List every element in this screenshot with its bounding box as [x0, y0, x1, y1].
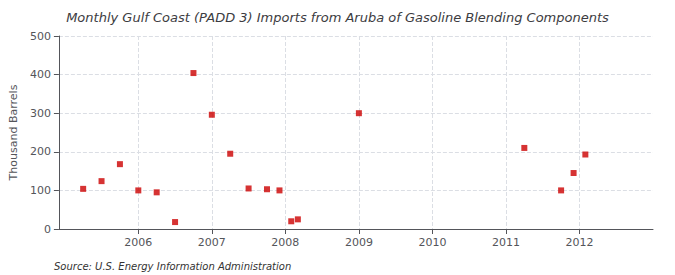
svg-text:2007: 2007: [198, 236, 226, 249]
svg-text:400: 400: [30, 68, 51, 81]
svg-text:Thousand Barrels: Thousand Barrels: [7, 84, 20, 181]
svg-text:0: 0: [44, 223, 51, 236]
svg-text:2011: 2011: [492, 236, 520, 249]
svg-text:Source: U.S. Energy Informatio: Source: U.S. Energy Information Administ…: [54, 261, 291, 272]
svg-text:500: 500: [30, 30, 51, 43]
svg-text:100: 100: [30, 184, 51, 197]
svg-text:2010: 2010: [418, 236, 446, 249]
svg-text:Monthly Gulf Coast (PADD 3) Im: Monthly Gulf Coast (PADD 3) Imports from…: [66, 10, 609, 25]
svg-text:300: 300: [30, 107, 51, 120]
svg-text:2008: 2008: [271, 236, 299, 249]
svg-text:2006: 2006: [124, 236, 152, 249]
svg-text:2012: 2012: [565, 236, 593, 249]
svg-text:2009: 2009: [345, 236, 373, 249]
svg-text:200: 200: [30, 145, 51, 158]
